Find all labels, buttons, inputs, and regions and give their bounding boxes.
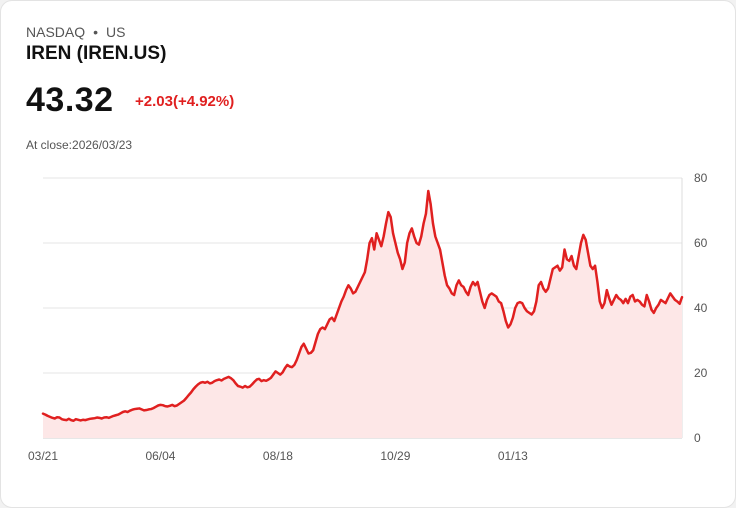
y-tick-label: 20 (694, 366, 708, 380)
exchange-line: NASDAQ • US (26, 24, 125, 40)
y-tick-label: 40 (694, 301, 708, 315)
price-change: +2.03(+4.92%) (135, 93, 235, 110)
y-axis-ticks: 0 20 40 60 80 (694, 171, 708, 445)
y-tick-label: 60 (694, 236, 708, 250)
x-tick-label: 08/18 (263, 449, 293, 463)
price-line (41, 189, 684, 423)
separator-dot: • (93, 24, 99, 40)
x-tick-label: 03/21 (28, 449, 58, 463)
y-tick-label: 0 (694, 431, 701, 445)
market-name: US (106, 24, 126, 40)
y-tick-label: 80 (694, 171, 708, 185)
exchange-name: NASDAQ (26, 24, 86, 40)
x-tick-label: 06/04 (145, 449, 175, 463)
price-area-fill (43, 191, 682, 438)
ticker-title: IREN (IREN.US) (26, 43, 167, 64)
x-axis-ticks: 03/21 06/04 08/18 10/29 01/13 (28, 449, 528, 463)
x-tick-label: 01/13 (498, 449, 528, 463)
close-date: At close:2026/03/23 (26, 138, 133, 152)
last-price: 43.32 (26, 81, 114, 119)
x-tick-label: 10/29 (380, 449, 410, 463)
